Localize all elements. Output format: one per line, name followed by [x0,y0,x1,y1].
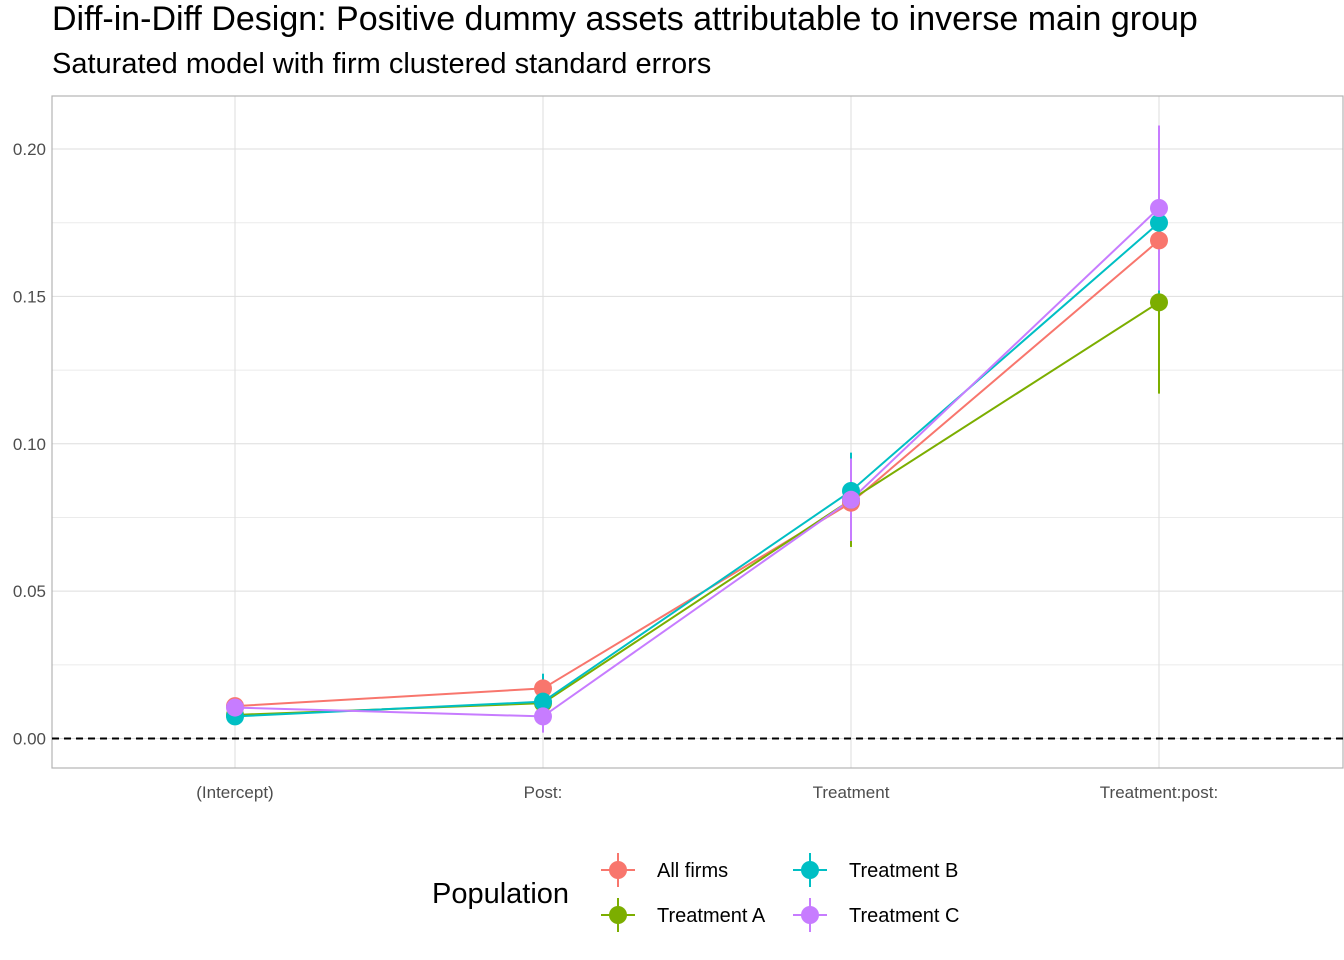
y-tick-label: 0.10 [13,435,46,454]
series-line [234,221,1160,718]
y-tick-label: 0.20 [13,140,46,159]
series-layer [226,125,1168,733]
legend-item-label: All firms [657,860,728,882]
legend-item-label: Treatment B [849,860,958,882]
chart-subtitle: Saturated model with firm clustered stan… [52,48,712,80]
legend-item-label: Treatment C [849,905,959,927]
x-tick-label: Treatment [813,783,890,802]
data-point [534,692,552,711]
panel-border [51,95,1344,769]
legend-title: Population [432,878,569,910]
data-point [1150,293,1168,312]
y-tick-label: 0.00 [13,730,46,749]
data-point [534,679,552,698]
legend: Population All firms Treatment A Treatment … [432,853,959,932]
x-tick-label: (Intercept) [196,783,273,802]
data-point [1150,213,1168,232]
grid-lines [52,96,1343,768]
x-tick-label: Treatment:post: [1100,783,1218,802]
series-line [234,207,1160,718]
legend-key-point [801,906,819,924]
data-point [1150,199,1168,217]
series-line [234,239,1160,708]
legend-key-point [609,861,627,879]
data-point [842,490,860,509]
y-tick-label: 0.05 [13,582,46,601]
x-tick-label: Post: [524,783,563,802]
legend-item-label: Treatment A [657,905,766,927]
y-tick-label: 0.15 [13,287,46,306]
chart-title: Diff-in-Diff Design: Positive dummy asse… [52,0,1198,38]
data-point [1150,231,1168,250]
data-point [534,707,552,726]
series-line [234,301,1160,716]
axes: 0.00 0.05 0.10 0.15 0.20 (Intercept) Post: Trea… [13,95,1344,802]
legend-key-point [801,861,819,879]
legend-key-point [609,906,627,924]
data-point [226,698,244,717]
